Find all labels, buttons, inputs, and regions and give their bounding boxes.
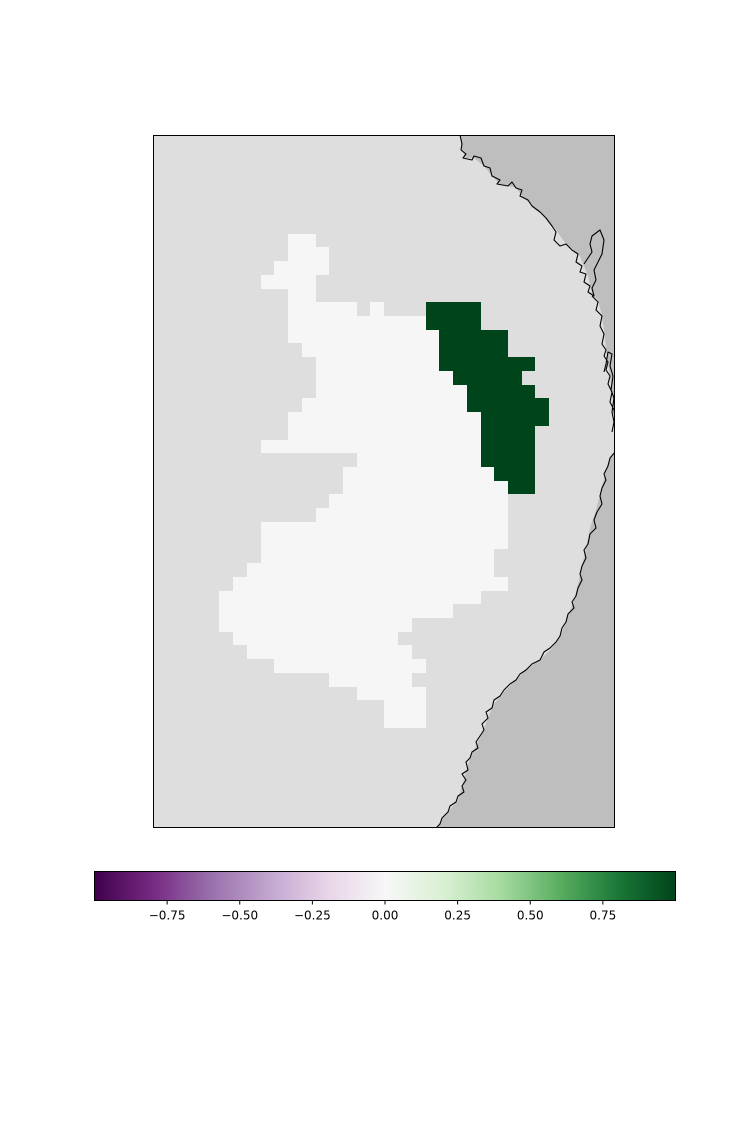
zero-value-region [219,234,508,728]
data-grid [219,234,549,728]
colorbar-tick-label: −0.25 [294,909,331,923]
colorbar-ticks: −0.75 −0.50 −0.25 0.00 0.25 0.50 0.75 [149,900,617,923]
map-frame [153,135,615,828]
colorbar-tick-label: −0.50 [221,909,258,923]
map-panel [153,135,615,828]
coastline [435,135,615,828]
positive-value-region [426,302,549,494]
colorbar-tick-label: −0.75 [149,909,186,923]
colorbar-tick-label: 0.75 [590,909,617,923]
colorbar: −0.75 −0.50 −0.25 0.00 0.25 0.50 0.75 [94,871,676,923]
colorbar-tick-label: 0.25 [444,909,471,923]
colorbar-gradient [94,871,676,901]
colorbar-tick-label: 0.00 [372,909,399,923]
land-area [436,135,615,828]
colorbar-tick-label: 0.50 [517,909,544,923]
